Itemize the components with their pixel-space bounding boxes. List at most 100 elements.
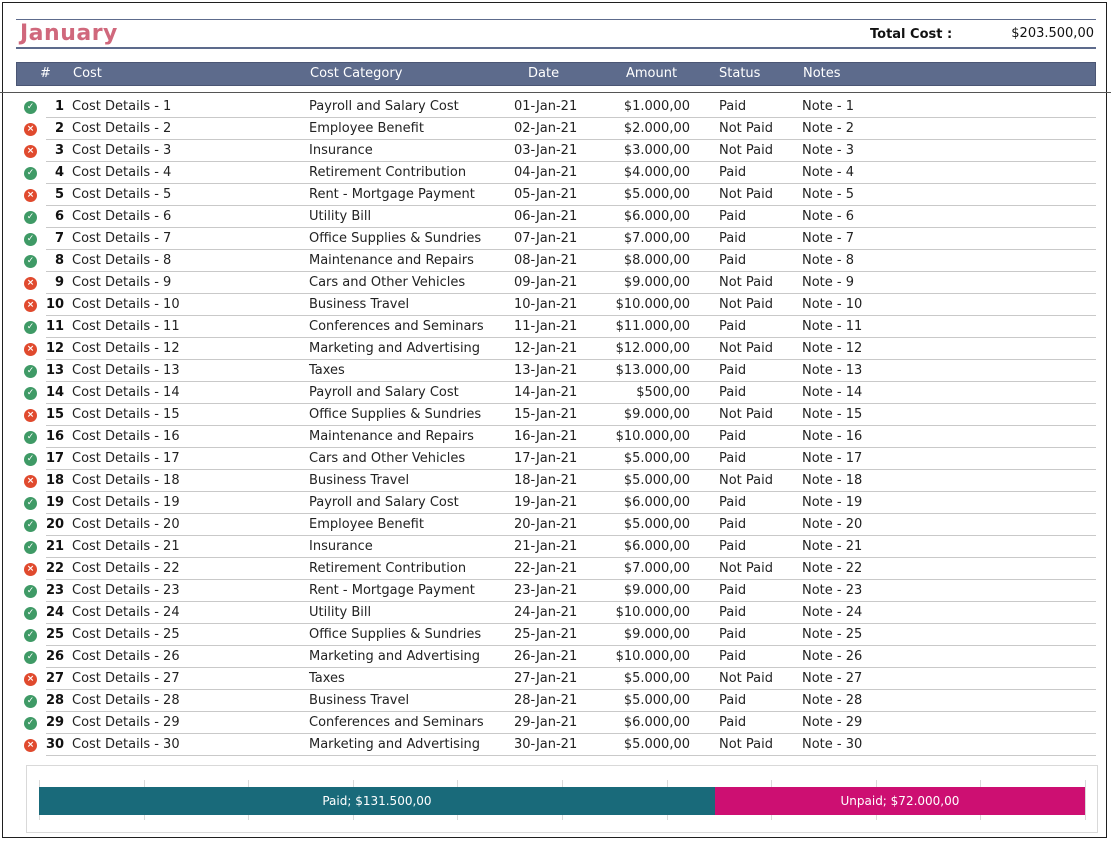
row-note[interactable]: Note - 3	[802, 143, 854, 158]
row-amount[interactable]: $5.000,00	[623, 473, 690, 488]
table-row[interactable]: ✓ 6 Cost Details - 6 Utility Bill 06-Jan-21 $…	[0, 206, 1111, 228]
row-category[interactable]: Taxes	[309, 671, 345, 686]
row-cost[interactable]: Cost Details - 15	[72, 407, 180, 422]
row-status[interactable]: Paid	[719, 649, 747, 664]
row-status[interactable]: Paid	[719, 99, 747, 114]
row-category[interactable]: Conferences and Seminars	[309, 715, 484, 730]
table-row[interactable]: ✓ 25 Cost Details - 25 Office Supplies & Su…	[0, 624, 1111, 646]
row-note[interactable]: Note - 20	[802, 517, 863, 532]
row-note[interactable]: Note - 2	[802, 121, 854, 136]
row-category[interactable]: Utility Bill	[309, 209, 372, 224]
row-cost[interactable]: Cost Details - 14	[72, 385, 180, 400]
row-amount[interactable]: $5.000,00	[623, 187, 690, 202]
table-row[interactable]: ✓ 14 Cost Details - 14 Payroll and Salary C…	[0, 382, 1111, 404]
row-cost[interactable]: Cost Details - 25	[72, 627, 180, 642]
table-row[interactable]: × 9 Cost Details - 9 Cars and Other Vehicle…	[0, 272, 1111, 294]
row-date[interactable]: 18-Jan-21	[514, 473, 578, 488]
row-status[interactable]: Paid	[719, 693, 747, 708]
row-amount[interactable]: $3.000,00	[623, 143, 690, 158]
table-row[interactable]: × 15 Cost Details - 15 Office Supplies & Su…	[0, 404, 1111, 426]
row-date[interactable]: 08-Jan-21	[514, 253, 578, 268]
table-row[interactable]: × 18 Cost Details - 18 Business Travel 18-Ja…	[0, 470, 1111, 492]
table-row[interactable]: × 5 Cost Details - 5 Rent - Mortgage Paymen…	[0, 184, 1111, 206]
row-cost[interactable]: Cost Details - 17	[72, 451, 180, 466]
row-cost[interactable]: Cost Details - 10	[72, 297, 180, 312]
column-header-cost[interactable]: Cost	[73, 66, 102, 81]
chart-bar-paid[interactable]: Paid; $131.500,00	[39, 787, 715, 815]
row-status[interactable]: Paid	[719, 429, 747, 444]
row-status[interactable]: Not Paid	[719, 671, 773, 686]
row-date[interactable]: 07-Jan-21	[514, 231, 578, 246]
row-note[interactable]: Note - 4	[802, 165, 854, 180]
row-note[interactable]: Note - 17	[802, 451, 863, 466]
row-date[interactable]: 15-Jan-21	[514, 407, 578, 422]
row-date[interactable]: 01-Jan-21	[514, 99, 578, 114]
row-cost[interactable]: Cost Details - 30	[72, 737, 180, 752]
row-date[interactable]: 13-Jan-21	[514, 363, 578, 378]
row-note[interactable]: Note - 13	[802, 363, 863, 378]
row-date[interactable]: 04-Jan-21	[514, 165, 578, 180]
row-status[interactable]: Paid	[719, 627, 747, 642]
table-row[interactable]: ✓ 16 Cost Details - 16 Maintenance and Repa…	[0, 426, 1111, 448]
row-status[interactable]: Paid	[719, 319, 747, 334]
table-row[interactable]: ✓ 29 Cost Details - 29 Conferences and Semi…	[0, 712, 1111, 734]
row-category[interactable]: Office Supplies & Sundries	[309, 627, 482, 642]
column-header-amount[interactable]: Amount	[626, 66, 678, 81]
row-note[interactable]: Note - 19	[802, 495, 863, 510]
row-status[interactable]: Not Paid	[719, 473, 773, 488]
column-header-category[interactable]: Cost Category	[310, 66, 403, 81]
table-row[interactable]: ✓ 7 Cost Details - 7 Office Supplies & Sund…	[0, 228, 1111, 250]
row-category[interactable]: Business Travel	[309, 297, 410, 312]
row-amount[interactable]: $6.000,00	[623, 209, 690, 224]
row-date[interactable]: 21-Jan-21	[514, 539, 578, 554]
row-amount[interactable]: $10.000,00	[615, 297, 690, 312]
row-category[interactable]: Cars and Other Vehicles	[309, 275, 466, 290]
row-status[interactable]: Not Paid	[719, 121, 773, 136]
row-date[interactable]: 30-Jan-21	[514, 737, 578, 752]
row-cost[interactable]: Cost Details - 6	[72, 209, 172, 224]
row-status[interactable]: Paid	[719, 165, 747, 180]
row-category[interactable]: Marketing and Advertising	[309, 737, 481, 752]
row-amount[interactable]: $4.000,00	[623, 165, 690, 180]
row-category[interactable]: Office Supplies & Sundries	[309, 407, 482, 422]
row-status[interactable]: Paid	[719, 209, 747, 224]
row-date[interactable]: 12-Jan-21	[514, 341, 578, 356]
row-status[interactable]: Not Paid	[719, 561, 773, 576]
column-header-number[interactable]: #	[40, 66, 51, 81]
row-category[interactable]: Payroll and Salary Cost	[309, 495, 459, 510]
row-cost[interactable]: Cost Details - 28	[72, 693, 180, 708]
column-header-date[interactable]: Date	[528, 66, 560, 81]
row-note[interactable]: Note - 5	[802, 187, 854, 202]
row-amount[interactable]: $9.000,00	[623, 583, 690, 598]
row-status[interactable]: Not Paid	[719, 407, 773, 422]
row-amount[interactable]: $10.000,00	[615, 605, 690, 620]
row-status[interactable]: Paid	[719, 451, 747, 466]
row-note[interactable]: Note - 8	[802, 253, 854, 268]
row-status[interactable]: Paid	[719, 495, 747, 510]
table-row[interactable]: ✓ 17 Cost Details - 17 Cars and Other Vehic…	[0, 448, 1111, 470]
row-cost[interactable]: Cost Details - 27	[72, 671, 180, 686]
row-cost[interactable]: Cost Details - 26	[72, 649, 180, 664]
row-amount[interactable]: $5.000,00	[623, 671, 690, 686]
row-note[interactable]: Note - 1	[802, 99, 854, 114]
row-category[interactable]: Rent - Mortgage Payment	[309, 583, 475, 598]
row-amount[interactable]: $5.000,00	[623, 451, 690, 466]
row-date[interactable]: 20-Jan-21	[514, 517, 578, 532]
row-category[interactable]: Business Travel	[309, 473, 410, 488]
row-note[interactable]: Note - 28	[802, 693, 863, 708]
row-status[interactable]: Not Paid	[719, 297, 773, 312]
table-row[interactable]: × 12 Cost Details - 12 Marketing and Advert…	[0, 338, 1111, 360]
row-status[interactable]: Not Paid	[719, 143, 773, 158]
row-amount[interactable]: $5.000,00	[623, 693, 690, 708]
row-date[interactable]: 28-Jan-21	[514, 693, 578, 708]
row-cost[interactable]: Cost Details - 2	[72, 121, 172, 136]
row-amount[interactable]: $500,00	[636, 385, 690, 400]
row-amount[interactable]: $11.000,00	[615, 319, 690, 334]
table-row[interactable]: ✓ 28 Cost Details - 28 Business Travel 28-Ja…	[0, 690, 1111, 712]
row-status[interactable]: Paid	[719, 715, 747, 730]
row-category[interactable]: Retirement Contribution	[309, 561, 467, 576]
row-status[interactable]: Paid	[719, 231, 747, 246]
row-date[interactable]: 19-Jan-21	[514, 495, 578, 510]
table-row[interactable]: ✓ 21 Cost Details - 21 Insurance 21-Jan-21 $6…	[0, 536, 1111, 558]
row-date[interactable]: 11-Jan-21	[514, 319, 578, 334]
